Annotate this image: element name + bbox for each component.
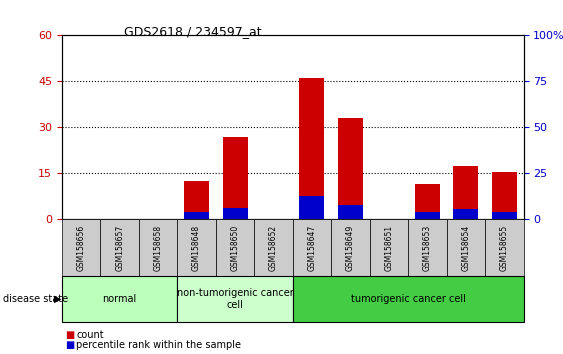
Bar: [62, 276, 177, 322]
Bar: [216, 219, 254, 276]
Bar: [408, 219, 446, 276]
Text: tumorigenic cancer cell: tumorigenic cancer cell: [351, 294, 466, 304]
Text: non-tumorigenic cancer
cell: non-tumorigenic cancer cell: [177, 288, 293, 310]
Text: GSM158656: GSM158656: [77, 225, 86, 271]
Bar: [415, 212, 440, 219]
Bar: [300, 78, 324, 219]
Text: GSM158658: GSM158658: [154, 225, 163, 271]
Bar: [338, 118, 363, 219]
Bar: [254, 219, 293, 276]
Bar: [139, 219, 177, 276]
Text: ▶: ▶: [53, 294, 61, 304]
Text: GSM158649: GSM158649: [346, 225, 355, 271]
Bar: [453, 166, 479, 219]
Bar: [293, 276, 524, 322]
Text: GDS2618 / 234597_at: GDS2618 / 234597_at: [124, 25, 261, 38]
Bar: [62, 219, 100, 276]
Bar: [370, 219, 408, 276]
Text: GSM158654: GSM158654: [462, 225, 470, 271]
Bar: [446, 219, 485, 276]
Text: GSM158651: GSM158651: [385, 225, 394, 271]
Text: GSM158655: GSM158655: [500, 225, 509, 271]
Text: normal: normal: [102, 294, 137, 304]
Bar: [184, 181, 209, 219]
Text: GSM158648: GSM158648: [192, 225, 201, 271]
Text: GSM158652: GSM158652: [269, 225, 278, 271]
Bar: [177, 276, 293, 322]
Text: GSM158647: GSM158647: [307, 225, 316, 271]
Bar: [485, 219, 524, 276]
Bar: [184, 212, 209, 219]
Bar: [222, 137, 248, 219]
Text: GSM158653: GSM158653: [423, 225, 432, 271]
Bar: [492, 212, 517, 219]
Text: disease state: disease state: [3, 294, 68, 304]
Bar: [100, 219, 139, 276]
Bar: [331, 219, 370, 276]
Text: ■: ■: [65, 330, 74, 339]
Text: percentile rank within the sample: percentile rank within the sample: [76, 340, 241, 350]
Bar: [453, 209, 479, 219]
Text: GSM158650: GSM158650: [231, 225, 239, 271]
Bar: [293, 219, 331, 276]
Text: count: count: [76, 330, 104, 339]
Bar: [415, 184, 440, 219]
Bar: [338, 205, 363, 219]
Text: GSM158657: GSM158657: [115, 225, 124, 271]
Bar: [222, 207, 248, 219]
Bar: [177, 219, 216, 276]
Bar: [492, 172, 517, 219]
Text: ■: ■: [65, 340, 74, 350]
Bar: [300, 195, 324, 219]
